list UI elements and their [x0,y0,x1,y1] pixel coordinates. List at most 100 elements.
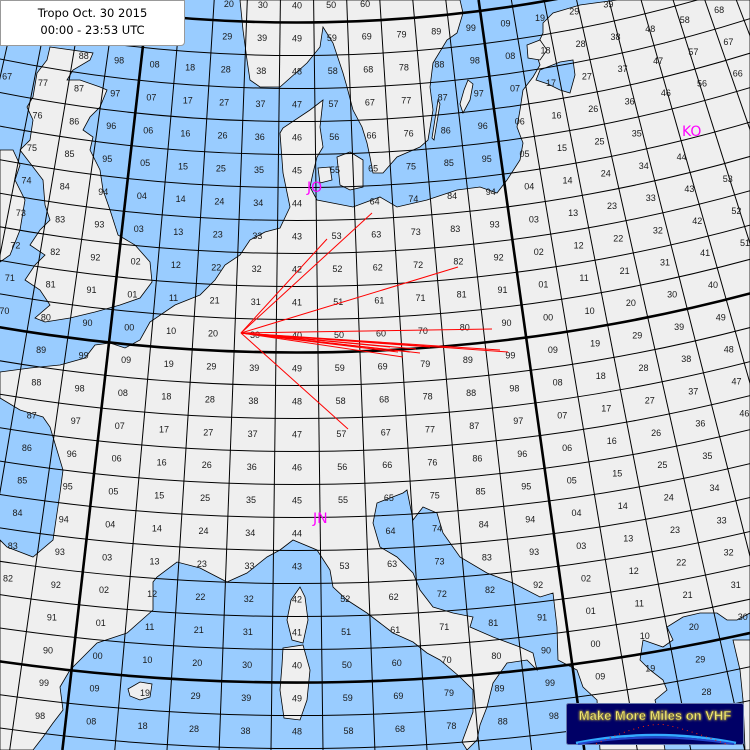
locator-label: 23 [213,229,223,239]
locator-label: 74 [432,523,442,533]
locator-label: 33 [244,561,254,571]
locator-label: 91 [537,613,547,623]
locator-label: 44 [677,152,687,162]
locator-label: 90 [501,318,511,328]
locator-label: 10 [640,631,650,641]
locator-label: 04 [137,191,147,201]
locator-label: 97 [474,88,484,98]
locator-label: 71 [439,622,449,632]
locator-label: 73 [411,227,421,237]
locator-label: 21 [620,266,630,276]
locator-label: 99 [79,351,89,361]
locator-label: 25 [216,164,226,174]
locator-label: 61 [374,295,384,305]
locator-label: 20 [224,0,234,9]
locator-label: 26 [217,131,227,141]
locator-label: 18 [161,392,171,402]
locator-label: 85 [476,487,486,497]
tropo-paths [240,212,509,430]
locator-label: 24 [214,196,224,206]
locator-label: 98 [75,383,85,393]
locator-label: 77 [425,425,435,435]
locator-label: 09 [89,684,99,694]
locator-label: 37 [255,99,265,109]
locator-label: 41 [292,297,302,307]
locator-label: 19 [645,664,655,674]
tropo-path [240,332,501,351]
locator-label: 13 [568,208,578,218]
locator-label: 26 [588,104,598,114]
locator-label: 03 [102,552,112,562]
land-oland [431,98,441,141]
locator-label: 55 [338,495,348,505]
locator-label: 46 [661,88,671,98]
locator-label: 39 [603,0,613,10]
locator-label: 07 [557,410,567,420]
locator-label: 67 [381,427,391,437]
locator-label: 57 [328,99,338,109]
locator-label: 39 [257,33,267,43]
locator-label: 38 [248,396,258,406]
locator-label: 80 [460,322,470,332]
logo-make-more-miles-on-vhf: Make More Miles on VHF [566,703,744,745]
locator-label: 35 [702,451,712,461]
locator-label: 70 [418,326,428,336]
grid-parallel [0,0,699,57]
locator-label: 17 [546,78,556,88]
field-label-jo: JO [307,180,323,196]
locator-label: 83 [8,541,18,551]
locator-label: 89 [431,27,441,37]
locator-label: 87 [438,92,448,102]
locator-label: 40 [292,0,302,10]
locator-label: 51 [333,297,343,307]
tropo-path [240,266,459,334]
locator-label: 20 [689,622,699,632]
locator-label: 14 [562,176,572,186]
locator-label: 29 [206,361,216,371]
grid-meridian [510,0,638,750]
locator-label: 52 [332,264,342,274]
locator-label: 18 [596,371,606,381]
locator-label: 29 [569,7,579,17]
locator-label: 33 [717,515,727,525]
locator-label: 92 [533,580,543,590]
locator-label: 98 [35,711,45,721]
locator-label: 07 [115,421,125,431]
locator-label: 65 [368,164,378,174]
locator-label: 76 [32,110,42,120]
locator-label: 38 [256,66,266,76]
locator-label: 69 [362,32,372,42]
locator-label: 53 [332,231,342,241]
grid-parallel [0,87,750,155]
locator-label: 49 [292,33,302,43]
locator-label: 80 [491,651,501,661]
locator-label: 16 [551,110,561,120]
locator-label: 20 [192,658,202,668]
locator-label: 99 [39,678,49,688]
grid-meridian [0,0,51,258]
locator-label: 75 [27,143,37,153]
locator-label: 27 [203,427,213,437]
grid-parallel [0,121,750,188]
locator-label: 95 [102,154,112,164]
locator-label: 06 [515,116,525,126]
locator-label: 22 [211,262,221,272]
locator-label: 36 [625,96,635,106]
locator-label: 98 [470,56,480,66]
grid-meridian [379,0,428,750]
locator-label: 85 [64,149,74,159]
locator-label: 80 [41,312,51,322]
locator-label: 69 [378,361,388,371]
locator-label: 78 [446,721,456,731]
locator-label: 60 [392,658,402,668]
locator-label: 21 [683,590,693,600]
locator-label: 68 [379,394,389,404]
locator-label: 13 [149,556,159,566]
locator-label: 47 [292,99,302,109]
grid-meridian [445,0,533,750]
locator-label: 05 [140,158,150,168]
locator-label: 81 [46,280,56,290]
locator-label: 38 [681,354,691,364]
grid-meridian [218,0,248,750]
